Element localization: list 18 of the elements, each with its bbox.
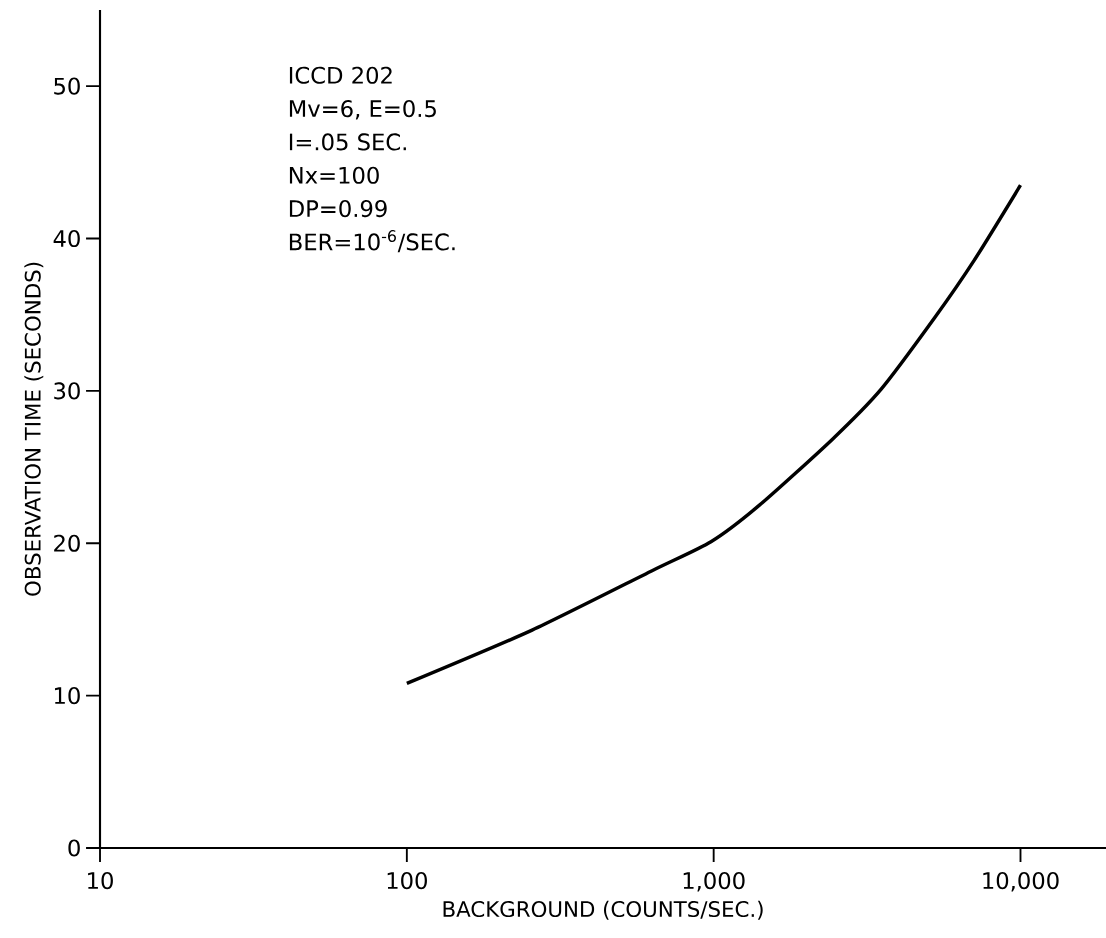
y-tick-label: 30	[54, 382, 80, 400]
annotation: Nx=100	[289, 166, 379, 184]
y-axis-title: OBSERVATION TIME (SECONDS)	[24, 262, 44, 596]
annotation: DP=0.99	[289, 200, 387, 218]
annotation: Mv=6, E=0.5	[289, 100, 436, 120]
x-axis-title: BACKGROUND (COUNTS/SEC.)	[443, 900, 763, 920]
x-tick-label: 1,000	[683, 872, 745, 892]
x-tick-label: 100	[387, 872, 427, 890]
annotation: I=.05 SEC.	[289, 133, 406, 151]
y-tick-label: 0	[68, 839, 80, 857]
y-tick-label: 50	[54, 77, 80, 95]
y-tick-label: 20	[54, 534, 80, 552]
y-tick-label: 40	[53, 229, 80, 248]
annotation: BER=10$^{-6}$/SEC.	[289, 230, 455, 253]
x-tick-label: 10	[88, 872, 113, 890]
annotation: ICCD 202	[289, 66, 392, 84]
x-tick-label: 10,000	[983, 872, 1059, 892]
y-tick-label: 10	[54, 687, 80, 705]
